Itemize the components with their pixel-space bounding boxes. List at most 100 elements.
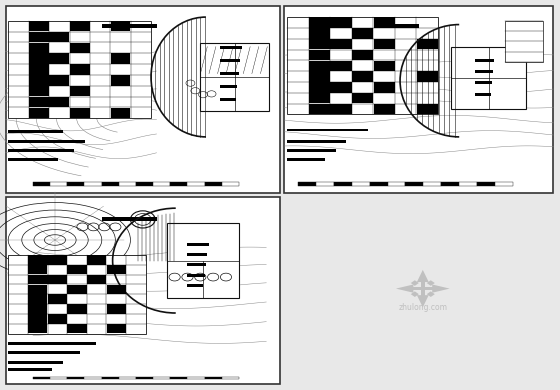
Bar: [29, 32, 49, 42]
Bar: [352, 71, 373, 82]
Bar: [67, 377, 85, 379]
Bar: [28, 255, 67, 265]
Bar: [102, 25, 156, 28]
Bar: [167, 223, 239, 298]
Polygon shape: [396, 284, 413, 293]
Bar: [28, 324, 47, 333]
Bar: [220, 46, 241, 49]
Bar: [309, 71, 330, 82]
Bar: [8, 368, 52, 371]
Polygon shape: [417, 295, 429, 307]
Bar: [8, 361, 63, 363]
Bar: [8, 342, 96, 345]
Bar: [459, 183, 477, 186]
Bar: [67, 304, 86, 314]
Bar: [70, 43, 90, 53]
Bar: [379, 25, 419, 28]
Bar: [309, 39, 352, 50]
Bar: [287, 140, 347, 142]
Bar: [29, 97, 49, 107]
Bar: [33, 183, 50, 186]
Polygon shape: [432, 284, 450, 293]
Bar: [417, 71, 437, 82]
Bar: [67, 324, 86, 333]
Bar: [28, 265, 47, 275]
Bar: [153, 183, 170, 186]
Bar: [220, 72, 239, 75]
Bar: [309, 82, 352, 92]
Bar: [186, 263, 206, 266]
Bar: [106, 265, 125, 275]
Bar: [87, 275, 106, 284]
Bar: [309, 50, 330, 60]
Bar: [70, 86, 90, 96]
Bar: [475, 82, 492, 85]
Bar: [136, 183, 153, 186]
Polygon shape: [427, 280, 435, 286]
Bar: [475, 93, 491, 96]
Bar: [8, 140, 85, 142]
Bar: [49, 32, 69, 42]
Bar: [111, 75, 130, 85]
Bar: [85, 377, 102, 379]
Bar: [33, 377, 50, 379]
Bar: [405, 183, 423, 186]
Bar: [421, 282, 425, 296]
Bar: [188, 183, 204, 186]
Bar: [352, 93, 373, 103]
Bar: [374, 104, 394, 114]
Bar: [316, 183, 334, 186]
Bar: [6, 6, 280, 193]
Bar: [441, 183, 459, 186]
Bar: [204, 377, 222, 379]
Bar: [87, 255, 106, 265]
Bar: [287, 158, 325, 161]
Bar: [49, 75, 69, 85]
Bar: [6, 197, 280, 384]
Polygon shape: [417, 270, 429, 282]
Bar: [136, 377, 153, 379]
Polygon shape: [427, 291, 435, 297]
Bar: [111, 53, 130, 64]
Bar: [309, 93, 330, 103]
Bar: [106, 324, 125, 333]
Bar: [505, 21, 543, 62]
Bar: [28, 314, 47, 324]
Bar: [28, 275, 67, 284]
Bar: [49, 97, 69, 107]
Bar: [477, 183, 495, 186]
Bar: [8, 255, 146, 333]
Bar: [417, 104, 437, 114]
Bar: [8, 130, 63, 133]
Bar: [67, 285, 86, 294]
Bar: [413, 287, 433, 290]
Bar: [374, 39, 394, 50]
Bar: [8, 21, 151, 118]
Bar: [204, 183, 222, 186]
Bar: [475, 59, 494, 62]
Bar: [102, 217, 156, 221]
Bar: [70, 108, 90, 118]
Bar: [374, 17, 394, 28]
Bar: [48, 314, 67, 324]
Bar: [8, 351, 80, 354]
Bar: [309, 104, 352, 114]
Bar: [417, 39, 437, 50]
Bar: [111, 21, 130, 32]
Bar: [352, 50, 373, 60]
Bar: [186, 284, 203, 287]
Bar: [352, 28, 373, 39]
Bar: [28, 285, 47, 294]
Bar: [284, 6, 553, 193]
Bar: [388, 183, 405, 186]
Bar: [29, 64, 49, 75]
Bar: [85, 183, 102, 186]
Bar: [374, 82, 394, 92]
Bar: [287, 17, 438, 114]
Bar: [334, 183, 352, 186]
Bar: [29, 75, 49, 85]
Bar: [287, 129, 368, 131]
Bar: [111, 108, 130, 118]
Bar: [170, 183, 188, 186]
Bar: [186, 253, 207, 256]
